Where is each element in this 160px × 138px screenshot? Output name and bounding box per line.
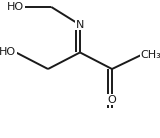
Text: N: N (76, 20, 84, 30)
Text: O: O (108, 95, 116, 105)
Text: HO: HO (7, 2, 24, 12)
Text: HO: HO (0, 47, 16, 57)
Text: CH₃: CH₃ (141, 50, 160, 60)
